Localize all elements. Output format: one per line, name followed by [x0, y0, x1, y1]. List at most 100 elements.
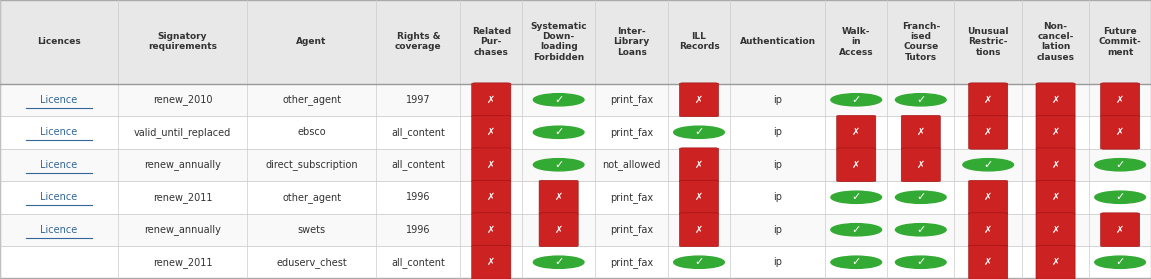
- FancyBboxPatch shape: [679, 83, 718, 117]
- FancyBboxPatch shape: [1100, 83, 1139, 117]
- Text: eduserv_chest: eduserv_chest: [276, 257, 346, 268]
- FancyBboxPatch shape: [901, 115, 940, 149]
- Text: ip: ip: [773, 127, 783, 137]
- Text: ✓: ✓: [1115, 192, 1125, 202]
- Text: print_fax: print_fax: [610, 257, 654, 268]
- Bar: [0, 246, 1151, 278]
- Text: ILL
Records: ILL Records: [679, 32, 719, 51]
- Text: Inter-
Library
Loans: Inter- Library Loans: [613, 27, 650, 57]
- FancyBboxPatch shape: [1036, 115, 1075, 149]
- Text: ✗: ✗: [695, 225, 703, 235]
- Bar: [0, 116, 1151, 148]
- Bar: [0, 213, 1151, 246]
- Circle shape: [963, 159, 1014, 171]
- Text: ip: ip: [773, 160, 783, 170]
- Text: Future
Commit-
ment: Future Commit- ment: [1099, 27, 1142, 57]
- Text: ✗: ✗: [695, 160, 703, 170]
- FancyBboxPatch shape: [969, 115, 1008, 149]
- Text: ✗: ✗: [852, 160, 860, 170]
- Text: 1996: 1996: [406, 192, 430, 202]
- Text: ✓: ✓: [852, 257, 861, 267]
- Text: ✓: ✓: [694, 127, 703, 137]
- Text: Related
Pur-
chases: Related Pur- chases: [472, 27, 511, 57]
- FancyBboxPatch shape: [1100, 115, 1139, 149]
- Text: ✗: ✗: [1052, 257, 1060, 267]
- Text: ✓: ✓: [1115, 257, 1125, 267]
- Circle shape: [895, 94, 946, 106]
- FancyBboxPatch shape: [472, 115, 511, 149]
- Text: ✓: ✓: [916, 225, 925, 235]
- Text: renew_annually: renew_annually: [144, 159, 221, 170]
- Circle shape: [895, 224, 946, 236]
- Text: Rights &
coverage: Rights & coverage: [395, 32, 442, 51]
- FancyBboxPatch shape: [837, 148, 876, 182]
- FancyBboxPatch shape: [539, 180, 578, 214]
- FancyBboxPatch shape: [1036, 148, 1075, 182]
- Text: all_content: all_content: [391, 257, 445, 268]
- Text: ✓: ✓: [694, 257, 703, 267]
- Text: ✗: ✗: [984, 95, 992, 105]
- Text: Franch-
ised
Course
Tutors: Franch- ised Course Tutors: [901, 22, 940, 62]
- Circle shape: [1095, 159, 1145, 171]
- Bar: [0, 0, 1151, 83]
- Text: ip: ip: [773, 225, 783, 235]
- Circle shape: [831, 94, 882, 106]
- Text: ✓: ✓: [554, 160, 563, 170]
- Text: all_content: all_content: [391, 159, 445, 170]
- FancyBboxPatch shape: [472, 180, 511, 214]
- Text: ✗: ✗: [695, 192, 703, 202]
- Text: direct_subscription: direct_subscription: [265, 159, 358, 170]
- Bar: [0, 83, 1151, 116]
- Text: ✗: ✗: [916, 127, 925, 137]
- FancyBboxPatch shape: [679, 180, 718, 214]
- Circle shape: [673, 126, 724, 138]
- FancyBboxPatch shape: [472, 83, 511, 117]
- Text: Licence: Licence: [40, 127, 77, 137]
- Text: 1996: 1996: [406, 225, 430, 235]
- FancyBboxPatch shape: [969, 245, 1008, 279]
- Text: ✗: ✗: [487, 127, 495, 137]
- Text: ✗: ✗: [487, 257, 495, 267]
- FancyBboxPatch shape: [472, 213, 511, 247]
- FancyBboxPatch shape: [1036, 245, 1075, 279]
- Text: other_agent: other_agent: [282, 192, 341, 203]
- Circle shape: [533, 159, 584, 171]
- Circle shape: [673, 256, 724, 268]
- FancyBboxPatch shape: [679, 213, 718, 247]
- FancyBboxPatch shape: [969, 180, 1008, 214]
- Text: Licences: Licences: [37, 37, 81, 46]
- Text: ✗: ✗: [984, 127, 992, 137]
- FancyBboxPatch shape: [679, 148, 718, 182]
- Text: ✗: ✗: [916, 160, 925, 170]
- Text: Signatory
requirements: Signatory requirements: [148, 32, 218, 51]
- Text: Agent: Agent: [297, 37, 327, 46]
- Text: other_agent: other_agent: [282, 94, 341, 105]
- FancyBboxPatch shape: [1036, 180, 1075, 214]
- Text: ✓: ✓: [983, 160, 993, 170]
- Circle shape: [831, 224, 882, 236]
- Text: print_fax: print_fax: [610, 192, 654, 203]
- Circle shape: [1095, 191, 1145, 203]
- Text: ✗: ✗: [1116, 95, 1125, 105]
- Text: ✗: ✗: [1052, 160, 1060, 170]
- FancyBboxPatch shape: [472, 245, 511, 279]
- Text: Systematic
Down-
loading
Forbidden: Systematic Down- loading Forbidden: [531, 22, 587, 62]
- Text: valid_until_replaced: valid_until_replaced: [134, 127, 231, 138]
- Text: ✗: ✗: [984, 225, 992, 235]
- Text: ✓: ✓: [916, 257, 925, 267]
- Text: 1997: 1997: [406, 95, 430, 105]
- Circle shape: [533, 94, 584, 106]
- FancyBboxPatch shape: [969, 83, 1008, 117]
- Text: Unusual
Restric-
tions: Unusual Restric- tions: [968, 27, 1009, 57]
- Text: ✗: ✗: [1052, 192, 1060, 202]
- FancyBboxPatch shape: [1100, 213, 1139, 247]
- Text: ✓: ✓: [1115, 160, 1125, 170]
- Text: ✓: ✓: [916, 192, 925, 202]
- Text: ip: ip: [773, 257, 783, 267]
- Text: renew_2011: renew_2011: [153, 257, 212, 268]
- Text: Non-
cancel-
lation
clauses: Non- cancel- lation clauses: [1037, 22, 1075, 62]
- Text: ✓: ✓: [852, 225, 861, 235]
- Text: ✓: ✓: [916, 95, 925, 105]
- Text: print_fax: print_fax: [610, 224, 654, 235]
- Text: ✓: ✓: [554, 257, 563, 267]
